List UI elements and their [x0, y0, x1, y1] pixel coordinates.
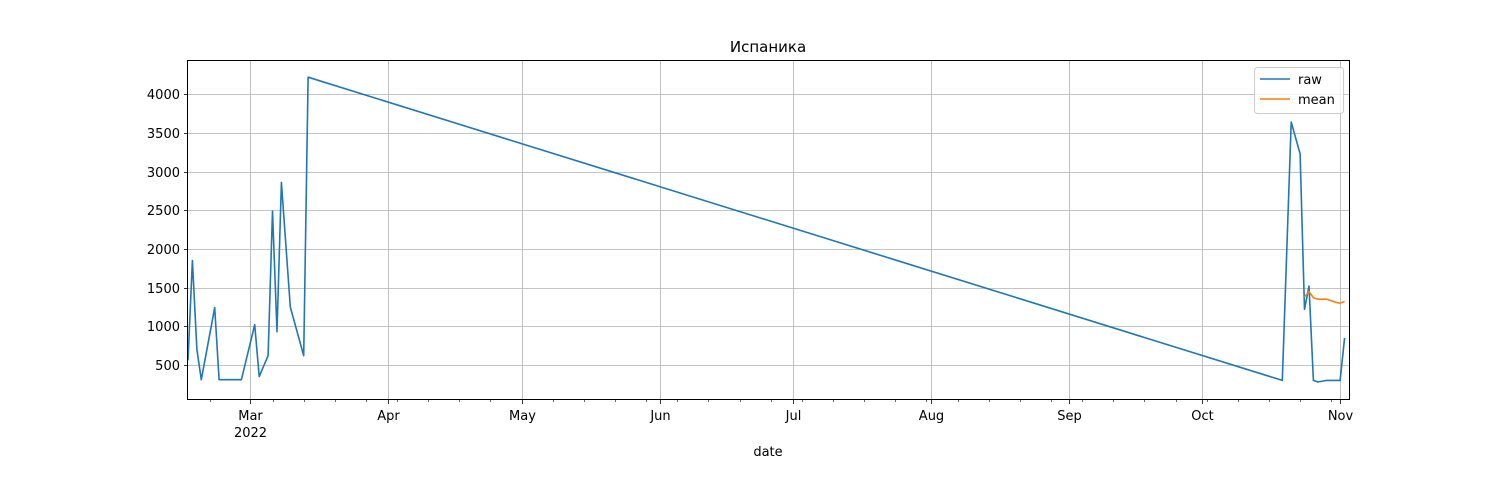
x-tick-label: May [509, 409, 536, 424]
y-tick-label: 3500 [147, 127, 180, 142]
x-tick-sublabel: 2022 [234, 426, 267, 441]
x-tick-label: Aug [919, 409, 944, 424]
x-tick-label: Sep [1057, 409, 1082, 424]
x-tick-label: Nov [1328, 409, 1354, 424]
y-axis-ticks: 500 1000 1500 2000 2500 3000 3500 4000 [147, 88, 188, 374]
y-tick-label: 500 [155, 359, 180, 374]
y-tick-label: 4000 [147, 88, 180, 103]
y-tick-label: 1000 [147, 320, 180, 335]
x-tick-label: Apr [377, 409, 400, 424]
y-tick-label: 2000 [147, 243, 180, 258]
y-tick-label: 1500 [147, 282, 180, 297]
x-axis-label: date [753, 445, 782, 460]
chart-title: Испаника [730, 38, 806, 56]
legend-label-raw: raw [1298, 73, 1322, 88]
y-tick-label: 3000 [147, 166, 180, 181]
legend-label-mean: mean [1298, 93, 1335, 108]
x-tick-label: Oct [1191, 409, 1213, 424]
x-tick-label: Jul [785, 409, 802, 424]
y-tick-label: 2500 [147, 204, 180, 219]
series-lines [187, 76, 1346, 383]
series-line-raw [187, 76, 1346, 383]
x-axis-ticks: Mar 2022 Apr May Jun Jul Aug Sep Oct Nov [210, 399, 1354, 441]
x-tick-label: Jun [649, 409, 670, 424]
series-line-mean [1303, 290, 1345, 304]
plot-frame [187, 60, 1350, 400]
x-tick-label: Mar [238, 409, 263, 424]
grid [188, 61, 1349, 399]
legend: raw mean [1254, 67, 1344, 114]
